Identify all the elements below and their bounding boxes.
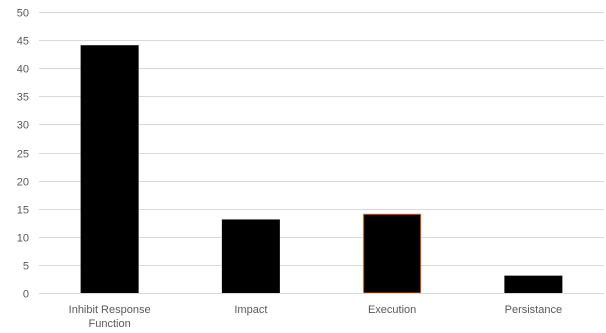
bar (80, 45, 139, 294)
x-tick-label-line: Persistance (505, 304, 562, 316)
bar (363, 213, 422, 294)
bar (504, 275, 563, 294)
y-tick-label: 15 (17, 205, 29, 217)
x-tick-label: Inhibit Response Function (69, 304, 151, 328)
x-tick-label-line: Execution (368, 304, 416, 316)
bars (80, 45, 563, 294)
y-tick-label: 10 (17, 233, 29, 245)
y-tick-label: 20 (17, 177, 29, 189)
x-tick-label-line: Function (89, 318, 131, 328)
y-axis-tick-labels: 0 5 10 15 20 25 30 35 40 45 50 (17, 8, 29, 301)
x-tick-label-line: Impact (234, 304, 267, 316)
y-tick-label: 25 (17, 149, 29, 161)
x-tick-label: Impact (234, 304, 267, 316)
y-tick-label: 30 (17, 120, 29, 132)
x-tick-label: Execution (368, 304, 416, 316)
x-tick-label-line: Inhibit Response (69, 304, 151, 316)
y-tick-label: 45 (17, 36, 29, 48)
x-tick-label: Persistance (505, 304, 562, 316)
bar (221, 219, 280, 294)
y-tick-label: 40 (17, 64, 29, 76)
y-tick-label: 0 (23, 289, 29, 301)
y-tick-label: 5 (23, 261, 29, 273)
x-axis-tick-labels: Inhibit Response Function Impact Execution P… (69, 304, 562, 330)
y-tick-label: 35 (17, 92, 29, 104)
y-tick-label: 50 (17, 8, 29, 20)
